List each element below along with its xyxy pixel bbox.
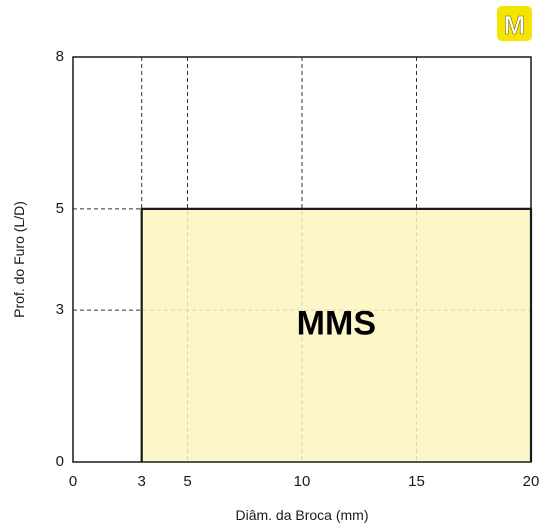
y-tick-label: 0: [56, 453, 64, 470]
y-axis-ticks: 0 3 5 8: [56, 48, 64, 470]
region-label-0: MMS: [297, 304, 376, 342]
region-fill-0: [141, 208, 531, 462]
y-tick-label: 8: [56, 48, 64, 65]
x-axis-ticks: 0 3 5 10 15 20: [69, 473, 540, 490]
badge-text: M: [504, 10, 526, 40]
y-tick-label: 3: [56, 301, 64, 318]
y-axis-title: Prof. do Furo (L/D): [11, 201, 27, 318]
x-tick-label: 0: [69, 473, 77, 490]
regions: MMS: [140, 207, 533, 462]
y-tick-label: 5: [56, 200, 64, 217]
x-tick-label: 15: [408, 473, 425, 490]
plot-frame: [72, 56, 532, 463]
x-tick-label: 3: [138, 473, 146, 490]
x-tick-label: 20: [523, 473, 540, 490]
material-badge: M: [497, 6, 532, 41]
x-tick-label: 5: [183, 473, 191, 490]
badge-background: [497, 6, 532, 41]
x-tick-label: 10: [294, 473, 311, 490]
x-axis-title: Diâm. da Broca (mm): [235, 507, 368, 523]
